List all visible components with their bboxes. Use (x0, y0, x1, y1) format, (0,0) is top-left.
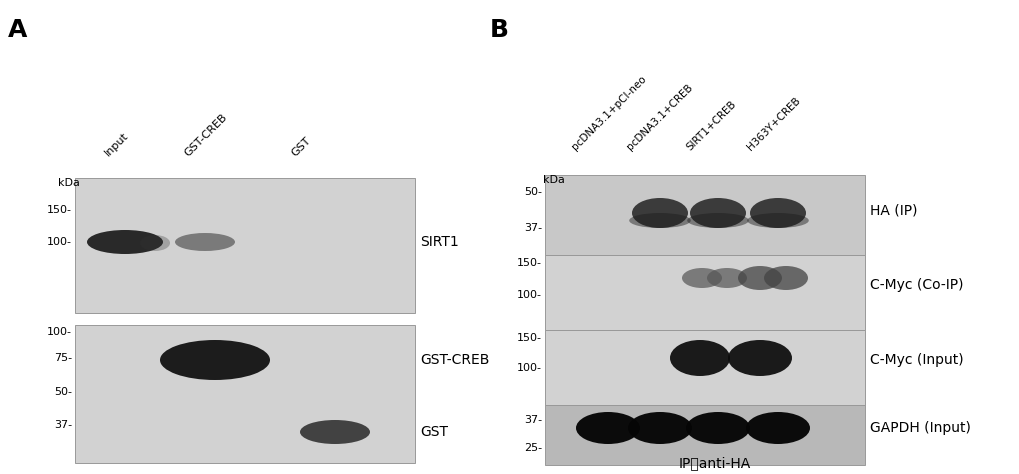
Ellipse shape (706, 268, 746, 288)
Text: 37-: 37- (524, 415, 541, 425)
Ellipse shape (686, 412, 749, 444)
Text: 150-: 150- (47, 205, 72, 215)
Text: A: A (8, 18, 28, 42)
Text: GST-CREB: GST-CREB (182, 111, 229, 158)
Ellipse shape (749, 198, 805, 228)
Text: GST: GST (420, 425, 447, 439)
Bar (544, 255, 864, 330)
Text: kDa: kDa (58, 178, 79, 188)
Text: SIRT1: SIRT1 (420, 235, 459, 249)
Ellipse shape (87, 230, 163, 254)
Ellipse shape (628, 412, 691, 444)
Ellipse shape (160, 340, 270, 380)
Text: C-Myc (Input): C-Myc (Input) (869, 353, 963, 367)
Text: 37-: 37- (524, 223, 541, 233)
Text: B: B (489, 18, 508, 42)
Text: 100-: 100- (47, 237, 72, 247)
Bar (544, 175, 864, 255)
Text: 25-: 25- (524, 443, 541, 453)
Text: GST-CREB: GST-CREB (420, 353, 489, 367)
Ellipse shape (140, 235, 170, 251)
Ellipse shape (175, 233, 234, 251)
Ellipse shape (745, 412, 809, 444)
Text: C-Myc (Co-IP): C-Myc (Co-IP) (869, 278, 963, 292)
Text: Input: Input (103, 130, 130, 158)
Text: 100-: 100- (517, 363, 541, 373)
Text: 75-: 75- (54, 353, 72, 363)
Text: 100-: 100- (47, 327, 72, 337)
Ellipse shape (300, 420, 370, 444)
Text: SIRT1+CREB: SIRT1+CREB (685, 99, 738, 152)
Bar (544, 330, 864, 405)
Text: kDa: kDa (542, 175, 565, 185)
Ellipse shape (728, 340, 791, 376)
Text: 37-: 37- (54, 420, 72, 430)
Text: 100-: 100- (517, 290, 541, 300)
Text: pcDNA3.1+CREB: pcDNA3.1+CREB (625, 82, 694, 152)
Text: 150-: 150- (517, 258, 541, 268)
Text: IP：anti-HA: IP：anti-HA (679, 456, 750, 470)
Text: 150-: 150- (517, 333, 541, 343)
Ellipse shape (738, 266, 782, 290)
Text: HA (IP): HA (IP) (869, 203, 917, 217)
Ellipse shape (632, 198, 688, 228)
Bar (75, 178, 415, 313)
Text: 50-: 50- (54, 387, 72, 397)
Text: GAPDH (Input): GAPDH (Input) (869, 421, 970, 435)
Bar (75, 325, 415, 463)
Ellipse shape (629, 213, 690, 228)
Ellipse shape (682, 268, 721, 288)
Text: 50-: 50- (524, 187, 541, 197)
Ellipse shape (576, 412, 639, 444)
Bar (544, 405, 864, 465)
Ellipse shape (689, 198, 745, 228)
Ellipse shape (747, 213, 808, 228)
Ellipse shape (669, 340, 730, 376)
Ellipse shape (763, 266, 807, 290)
Text: pcDNA3.1+pCI-neo: pcDNA3.1+pCI-neo (570, 74, 648, 152)
Text: H363Y+CREB: H363Y+CREB (744, 95, 801, 152)
Text: GST: GST (289, 135, 313, 158)
Ellipse shape (687, 213, 748, 228)
